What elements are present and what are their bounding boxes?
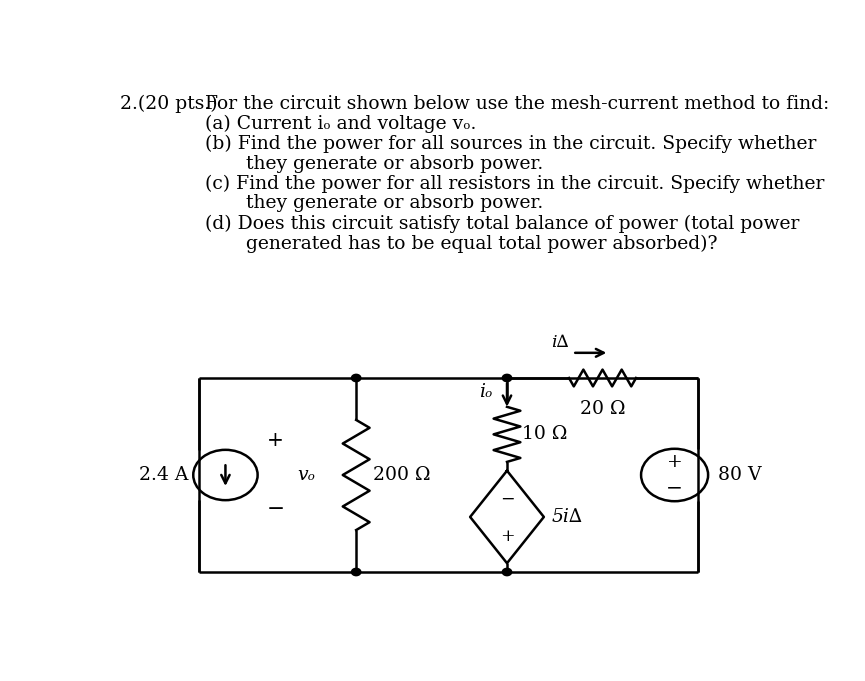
Text: (a) Current iₒ and voltage vₒ.: (a) Current iₒ and voltage vₒ. [205,115,477,133]
Text: (c) Find the power for all resistors in the circuit. Specify whether: (c) Find the power for all resistors in … [205,174,824,193]
Text: generated has to be equal total power absorbed)?: generated has to be equal total power ab… [246,234,717,253]
Text: 200 Ω: 200 Ω [373,466,431,484]
Text: (b) Find the power for all sources in the circuit. Specify whether: (b) Find the power for all sources in th… [205,135,817,153]
Text: they generate or absorb power.: they generate or absorb power. [246,195,543,212]
Circle shape [351,569,361,575]
Text: they generate or absorb power.: they generate or absorb power. [246,155,543,172]
Circle shape [351,375,361,381]
Text: 80 V: 80 V [718,466,762,484]
Text: i∆: i∆ [551,334,569,351]
Text: 5i∆: 5i∆ [552,508,583,526]
Text: (d) Does this circuit satisfy total balance of power (total power: (d) Does this circuit satisfy total bala… [205,215,800,233]
Text: 20 Ω: 20 Ω [580,400,625,418]
Text: 10 Ω: 10 Ω [522,426,567,443]
Text: −: − [500,491,515,508]
Text: vₒ: vₒ [297,466,315,484]
Text: −: − [266,498,285,520]
Text: 2.4 A: 2.4 A [138,466,188,484]
Text: +: + [267,431,285,450]
Text: 2.(20 pts.): 2.(20 pts.) [120,95,218,113]
Text: +: + [500,528,515,545]
Text: iₒ: iₒ [479,383,492,401]
Text: +: + [667,454,682,471]
Circle shape [503,569,512,575]
Text: −: − [666,478,683,497]
Circle shape [503,375,512,381]
Text: For the circuit shown below use the mesh-current method to find:: For the circuit shown below use the mesh… [205,95,830,113]
